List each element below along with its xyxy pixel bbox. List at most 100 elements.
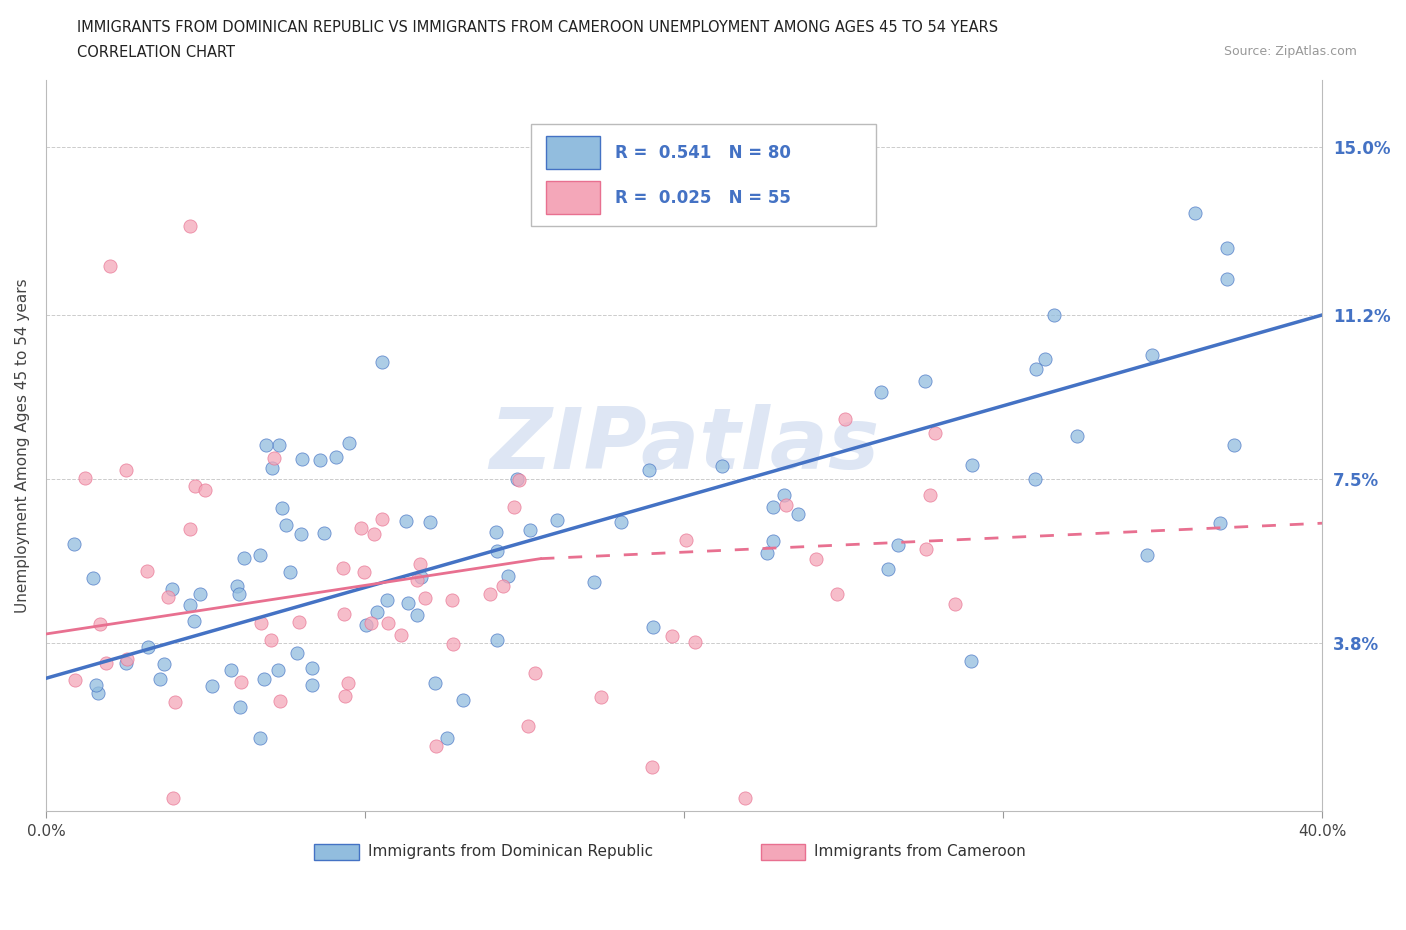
Point xyxy=(405,573,427,588)
Point xyxy=(63,672,86,687)
Point xyxy=(153,657,176,671)
Point xyxy=(496,568,519,583)
Point xyxy=(773,487,796,502)
Text: ZIPatlas: ZIPatlas xyxy=(489,405,879,487)
Text: Immigrants from Cameroon: Immigrants from Cameroon xyxy=(814,844,1026,859)
Point xyxy=(1025,362,1047,377)
Point xyxy=(98,259,121,273)
FancyBboxPatch shape xyxy=(761,844,806,860)
Text: CORRELATION CHART: CORRELATION CHART xyxy=(77,45,235,60)
Point xyxy=(492,578,515,593)
Point xyxy=(183,614,205,629)
Point xyxy=(184,478,207,493)
Point xyxy=(375,592,398,607)
Point xyxy=(485,525,508,539)
Point xyxy=(924,426,946,441)
Point xyxy=(870,385,893,400)
Point xyxy=(886,538,908,552)
Point xyxy=(333,688,356,703)
Point xyxy=(413,591,436,605)
Point xyxy=(503,499,526,514)
Point xyxy=(405,607,427,622)
Point xyxy=(524,665,547,680)
Point xyxy=(762,533,785,548)
Point xyxy=(363,526,385,541)
Text: R =  0.025   N = 55: R = 0.025 N = 55 xyxy=(616,189,792,206)
Point xyxy=(188,587,211,602)
Point xyxy=(389,628,412,643)
Point xyxy=(136,640,159,655)
Point xyxy=(1033,352,1056,366)
Point xyxy=(756,546,779,561)
Point xyxy=(441,637,464,652)
Point xyxy=(425,675,447,690)
Point xyxy=(82,570,104,585)
Point xyxy=(827,586,849,601)
Point xyxy=(263,450,285,465)
FancyBboxPatch shape xyxy=(314,844,359,860)
Point xyxy=(1216,241,1239,256)
Point xyxy=(288,615,311,630)
Point xyxy=(337,435,360,450)
Point xyxy=(1184,206,1206,220)
Point xyxy=(641,619,664,634)
Point xyxy=(114,656,136,671)
Point xyxy=(228,587,250,602)
Point xyxy=(637,463,659,478)
Point xyxy=(86,677,108,692)
Point xyxy=(333,607,356,622)
Point xyxy=(87,685,110,700)
Point xyxy=(249,730,271,745)
Point xyxy=(366,604,388,619)
Point xyxy=(160,581,183,596)
Point xyxy=(775,498,797,512)
Point xyxy=(516,719,538,734)
Point xyxy=(610,514,633,529)
Point xyxy=(1209,515,1232,530)
Point xyxy=(291,451,314,466)
Point xyxy=(308,453,330,468)
Point xyxy=(301,678,323,693)
Point xyxy=(194,483,217,498)
Point xyxy=(451,693,474,708)
Point xyxy=(250,616,273,631)
Point xyxy=(75,471,97,485)
Point xyxy=(943,597,966,612)
Point xyxy=(582,575,605,590)
Point xyxy=(350,521,373,536)
Point xyxy=(96,656,118,671)
Point xyxy=(332,560,354,575)
Point xyxy=(337,675,360,690)
Point xyxy=(370,512,392,526)
Point xyxy=(419,514,441,529)
Point xyxy=(63,537,86,551)
Point xyxy=(804,551,827,566)
Point xyxy=(478,586,501,601)
Point xyxy=(285,645,308,660)
Point xyxy=(1136,548,1159,563)
Point xyxy=(505,472,527,486)
Point xyxy=(267,662,290,677)
Point xyxy=(683,634,706,649)
Point xyxy=(877,562,900,577)
Point xyxy=(115,462,138,477)
Point xyxy=(360,616,382,631)
Point xyxy=(269,694,291,709)
Point xyxy=(436,730,458,745)
Point xyxy=(661,629,683,644)
Point xyxy=(270,501,292,516)
Point xyxy=(786,507,808,522)
Point xyxy=(1043,308,1066,323)
Text: Source: ZipAtlas.com: Source: ZipAtlas.com xyxy=(1223,45,1357,58)
Point xyxy=(589,689,612,704)
Point xyxy=(425,738,447,753)
Point xyxy=(1215,272,1237,287)
Point xyxy=(201,679,224,694)
Point xyxy=(1140,348,1163,363)
Point xyxy=(395,513,418,528)
Point xyxy=(325,449,347,464)
Point xyxy=(737,206,759,220)
Point xyxy=(314,525,336,540)
Point xyxy=(219,663,242,678)
Point xyxy=(1223,438,1246,453)
